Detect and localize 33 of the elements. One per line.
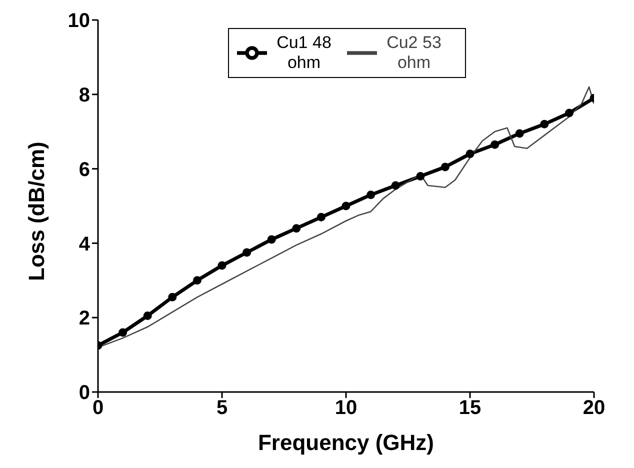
point (515, 129, 524, 138)
y-tick-label: 0 (78, 382, 90, 404)
x-axis-title: Frequency (GHz) (258, 430, 434, 455)
point (466, 150, 474, 158)
point (416, 172, 425, 180)
point (292, 224, 301, 233)
point (342, 202, 350, 210)
point (391, 181, 400, 190)
y-axis-title: Loss (dB/cm) (24, 142, 49, 281)
y-tick-label: 2 (78, 308, 90, 330)
y-tick-label: 8 (78, 84, 90, 106)
point (168, 292, 177, 302)
legend-label: Cu1 48 ohm (276, 33, 332, 73)
point (366, 190, 376, 200)
x-tick-label: 15 (458, 397, 482, 420)
point (267, 235, 276, 244)
point (242, 248, 252, 257)
point (440, 162, 450, 172)
point (316, 212, 326, 222)
x-tick-label: 5 (216, 397, 228, 420)
y-tick-label: 6 (78, 158, 90, 181)
x-tick-label: 10 (334, 397, 358, 420)
point (218, 261, 226, 270)
y-tick-label: 10 (68, 10, 90, 32)
point (118, 328, 128, 337)
point (564, 108, 574, 118)
y-tick-label: 4 (78, 233, 91, 256)
point (143, 311, 152, 320)
point (540, 120, 549, 128)
point (490, 140, 500, 149)
legend-label: Cu2 53 ohm (386, 33, 442, 73)
point (192, 276, 202, 285)
x-tick-label: 20 (582, 397, 606, 420)
